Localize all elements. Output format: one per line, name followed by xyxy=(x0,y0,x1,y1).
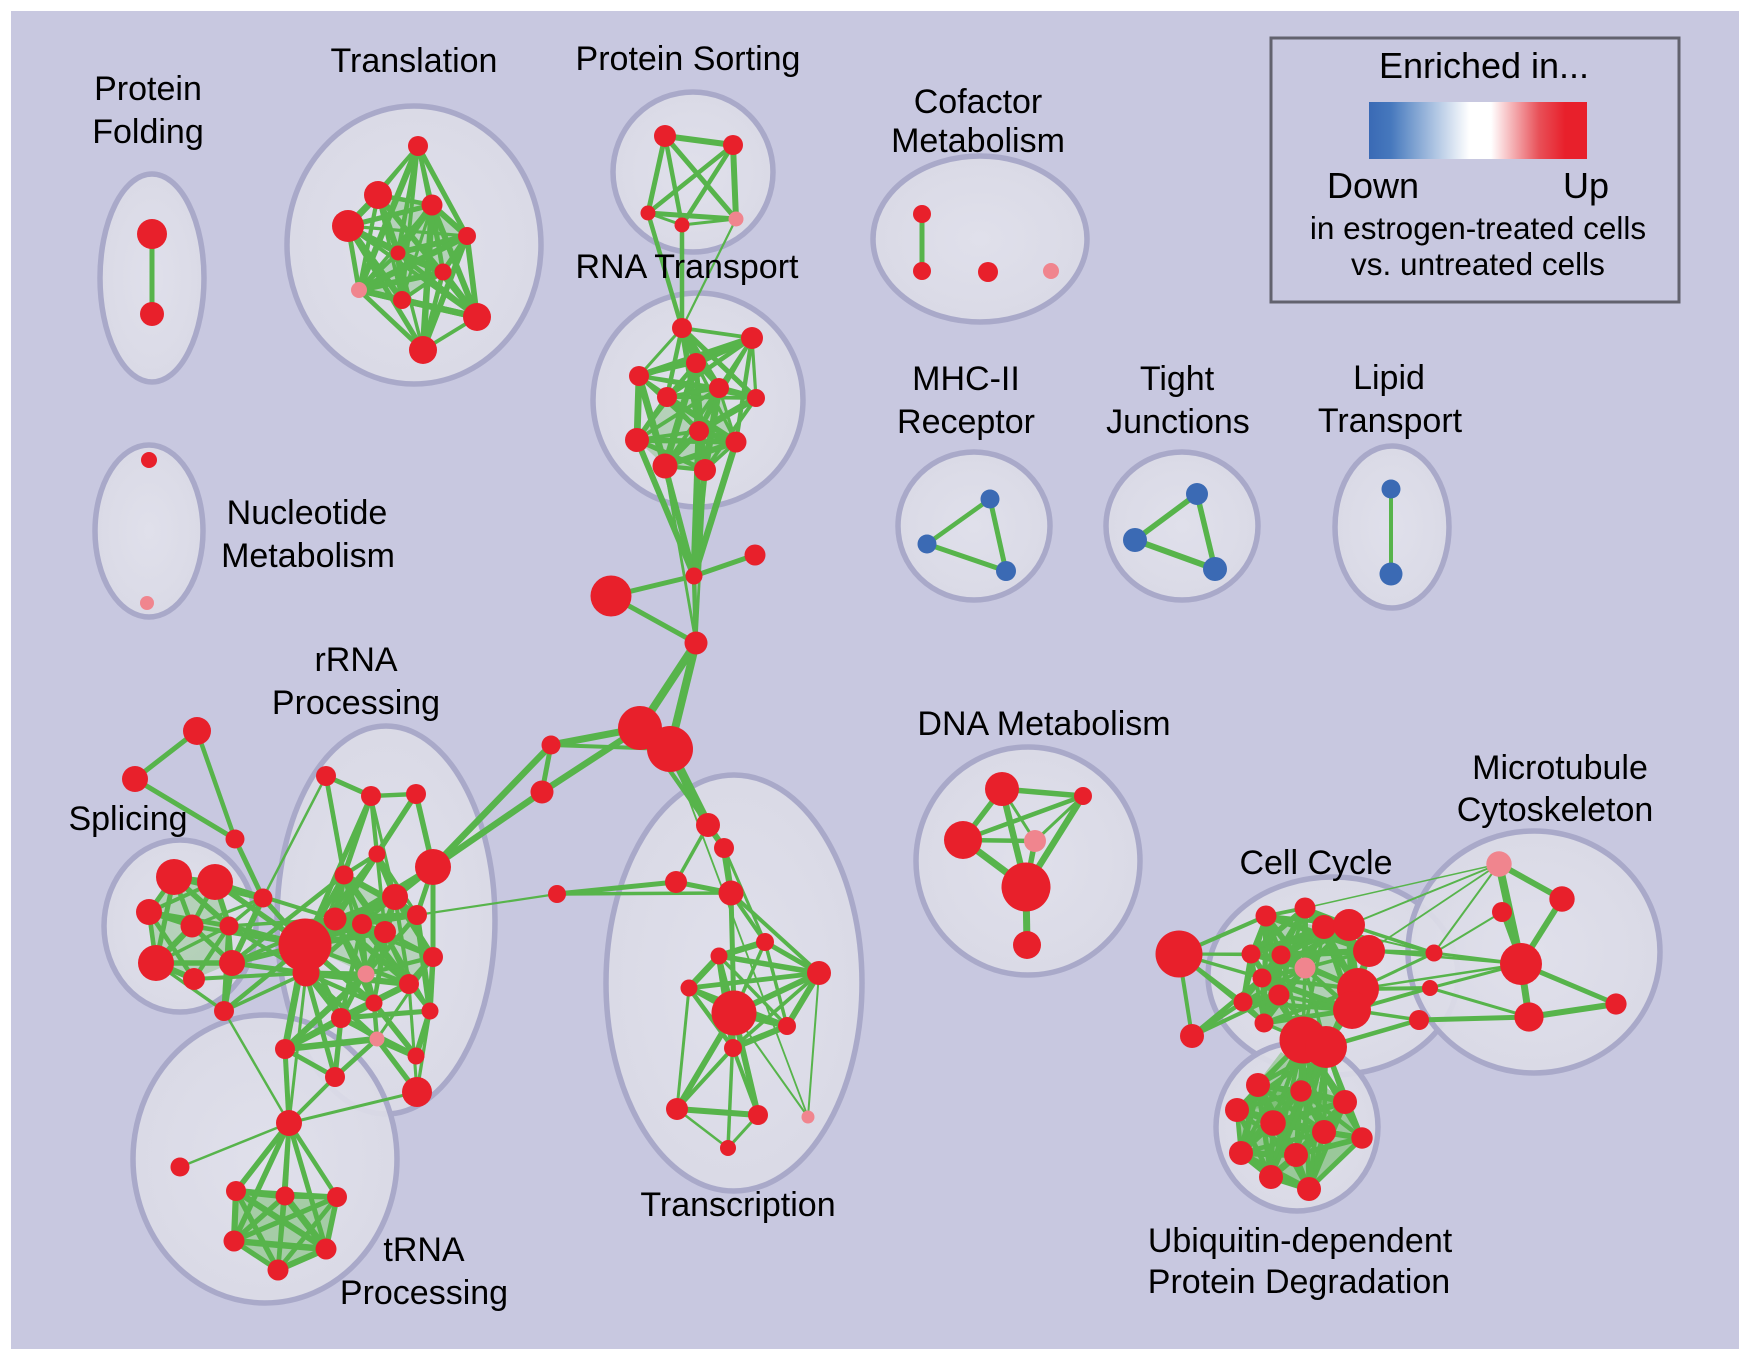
svg-text:Cofactor: Cofactor xyxy=(914,83,1043,121)
svg-text:DNA Metabolism: DNA Metabolism xyxy=(917,705,1170,743)
svg-text:Folding: Folding xyxy=(92,113,204,151)
svg-text:Transport: Transport xyxy=(1318,402,1463,440)
svg-text:Processing: Processing xyxy=(340,1274,508,1312)
svg-text:Processing: Processing xyxy=(272,684,440,722)
svg-text:tRNA: tRNA xyxy=(383,1231,465,1269)
svg-text:Junctions: Junctions xyxy=(1106,403,1250,441)
svg-text:Protein Sorting: Protein Sorting xyxy=(576,40,801,78)
svg-text:rRNA: rRNA xyxy=(314,641,397,679)
svg-text:Down: Down xyxy=(1327,165,1419,206)
svg-text:Metabolism: Metabolism xyxy=(221,537,395,575)
svg-text:Ubiquitin-dependent: Ubiquitin-dependent xyxy=(1148,1222,1453,1260)
svg-text:Cell Cycle: Cell Cycle xyxy=(1239,844,1392,882)
svg-text:Enriched in...: Enriched in... xyxy=(1379,45,1589,86)
svg-text:Receptor: Receptor xyxy=(897,403,1035,441)
svg-text:Cytoskeleton: Cytoskeleton xyxy=(1457,791,1654,829)
svg-text:Metabolism: Metabolism xyxy=(891,122,1065,160)
svg-text:Nucleotide: Nucleotide xyxy=(227,494,388,532)
svg-text:in estrogen-treated cells: in estrogen-treated cells xyxy=(1310,210,1646,246)
svg-text:MHC-II: MHC-II xyxy=(912,360,1020,398)
svg-text:Lipid: Lipid xyxy=(1353,359,1425,397)
svg-text:RNA Transport: RNA Transport xyxy=(576,248,800,286)
svg-text:Tight: Tight xyxy=(1140,360,1215,398)
svg-text:Protein Degradation: Protein Degradation xyxy=(1148,1263,1450,1301)
svg-text:Translation: Translation xyxy=(331,42,498,80)
svg-text:Transcription: Transcription xyxy=(640,1186,835,1224)
svg-text:vs. untreated cells: vs. untreated cells xyxy=(1351,246,1605,282)
svg-text:Microtubule: Microtubule xyxy=(1472,749,1648,787)
svg-text:Protein: Protein xyxy=(94,70,202,108)
svg-text:Splicing: Splicing xyxy=(68,800,187,838)
svg-text:Up: Up xyxy=(1563,165,1609,206)
